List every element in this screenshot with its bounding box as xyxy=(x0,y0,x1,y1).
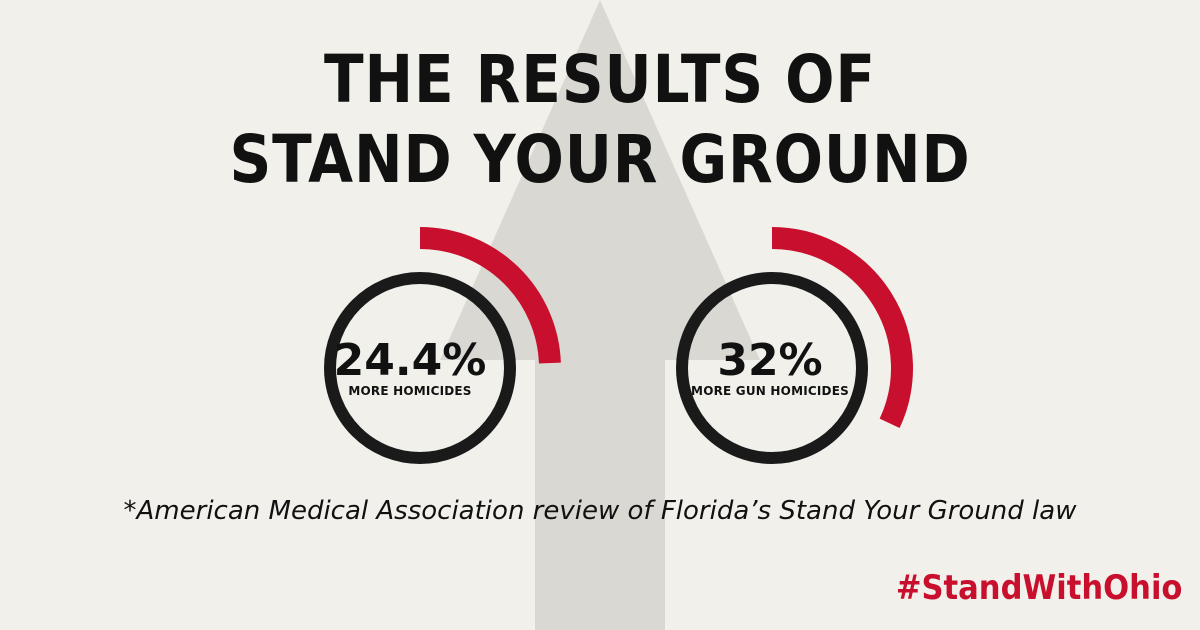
stat-value: 32% xyxy=(717,335,823,386)
hashtag: #StandWithOhio xyxy=(895,568,1182,608)
source-citation: *American Medical Association review of … xyxy=(123,496,1077,526)
stat-value: 24.4% xyxy=(333,335,487,386)
gauge-arc xyxy=(771,227,913,429)
title-line-2: STAND YOUR GROUND xyxy=(229,121,971,198)
stat-gun-homicides: 32% MORE GUN HOMICIDES xyxy=(660,335,880,399)
gauge-ring xyxy=(324,272,516,464)
title-line-1: THE RESULTS OF xyxy=(324,41,876,118)
gauge-gun-homicides xyxy=(676,227,913,464)
stat-homicides: 24.4% MORE HOMICIDES xyxy=(300,335,520,399)
stat-label: MORE GUN HOMICIDES xyxy=(691,384,849,398)
arrow-shape xyxy=(440,0,760,630)
gauge-arc xyxy=(419,227,561,364)
gauge-homicides xyxy=(324,227,561,464)
gauge-ring xyxy=(676,272,868,464)
stat-label: MORE HOMICIDES xyxy=(348,384,472,398)
